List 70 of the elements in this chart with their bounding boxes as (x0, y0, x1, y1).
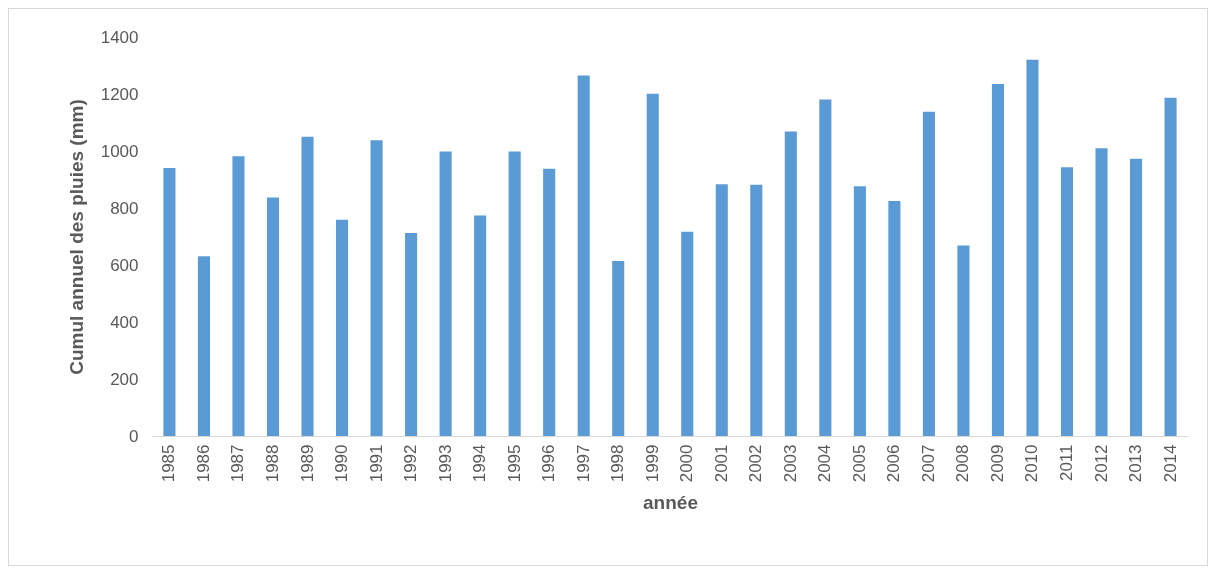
x-tick-label: 2005 (849, 444, 869, 483)
x-tick-label: 1996 (539, 444, 559, 483)
x-tick-label: 1991 (366, 444, 386, 483)
bar (612, 261, 625, 436)
bar (508, 151, 521, 436)
bar (1130, 158, 1143, 436)
x-tick-label: 1998 (608, 444, 628, 483)
x-tick-label: 1995 (504, 444, 524, 483)
y-tick-label: 0 (129, 426, 139, 446)
y-tick-label: 1200 (100, 84, 139, 104)
y-tick-label: 800 (110, 198, 139, 218)
bar (336, 219, 349, 436)
x-tick-label: 2000 (677, 444, 697, 483)
x-tick-label: 2013 (1126, 444, 1146, 483)
y-tick-label: 1000 (100, 141, 139, 161)
x-tick-label: 2014 (1160, 444, 1180, 483)
bar (819, 99, 832, 436)
bar (715, 184, 728, 436)
y-tick-label: 200 (110, 369, 139, 389)
x-tick-label: 1990 (332, 444, 352, 483)
bar (577, 75, 590, 436)
x-tick-label: 1989 (297, 444, 317, 483)
bar (474, 215, 487, 436)
x-tick-label: 2011 (1057, 444, 1076, 482)
bar (163, 168, 176, 436)
x-tick-label: 2003 (780, 444, 800, 483)
x-tick-label: 1994 (470, 444, 490, 483)
x-tick-label: 2001 (711, 444, 731, 483)
bar (405, 233, 418, 436)
x-tick-label: 2002 (746, 444, 766, 483)
bar (1060, 167, 1074, 436)
x-tick-label: 1992 (401, 444, 421, 483)
bar (1164, 97, 1177, 436)
bar (853, 186, 866, 436)
bar (543, 168, 556, 436)
y-tick-label: 600 (110, 255, 139, 275)
x-tick-label: 1987 (228, 444, 248, 483)
x-tick-label: 2009 (987, 444, 1007, 483)
x-tick-label: 2010 (1022, 444, 1042, 483)
x-tick-label: 2012 (1091, 444, 1111, 483)
y-tick-label: 400 (110, 312, 139, 332)
x-tick-label: 2008 (953, 444, 973, 483)
x-axis-title: année (643, 492, 698, 514)
bar (646, 93, 659, 436)
bar (681, 231, 694, 436)
bar (957, 245, 970, 436)
x-tick-label: 1988 (263, 444, 282, 483)
bar (750, 184, 763, 436)
x-tick-label: 1997 (573, 444, 593, 483)
bar (197, 256, 210, 436)
bar (1026, 59, 1039, 436)
x-tick-label: 2004 (815, 444, 835, 483)
x-tick-label: 2006 (884, 444, 904, 483)
x-tick-label: 2007 (918, 444, 938, 483)
bar (370, 140, 383, 436)
bar (439, 151, 452, 436)
y-tick-label: 1400 (100, 27, 139, 47)
bar (301, 136, 314, 436)
x-tick-label: 1999 (642, 444, 662, 483)
x-tick-label: 1993 (435, 444, 455, 483)
y-axis-title: Cumul annuel des pluies (mm) (65, 99, 87, 375)
bar (991, 84, 1004, 436)
bar (232, 156, 245, 436)
x-tick-label: 1986 (193, 444, 213, 483)
bar (784, 131, 797, 436)
bar (888, 200, 901, 436)
bar (266, 197, 280, 436)
bar (1095, 148, 1108, 436)
x-tick-label: 1985 (159, 444, 179, 483)
bar (922, 111, 935, 436)
